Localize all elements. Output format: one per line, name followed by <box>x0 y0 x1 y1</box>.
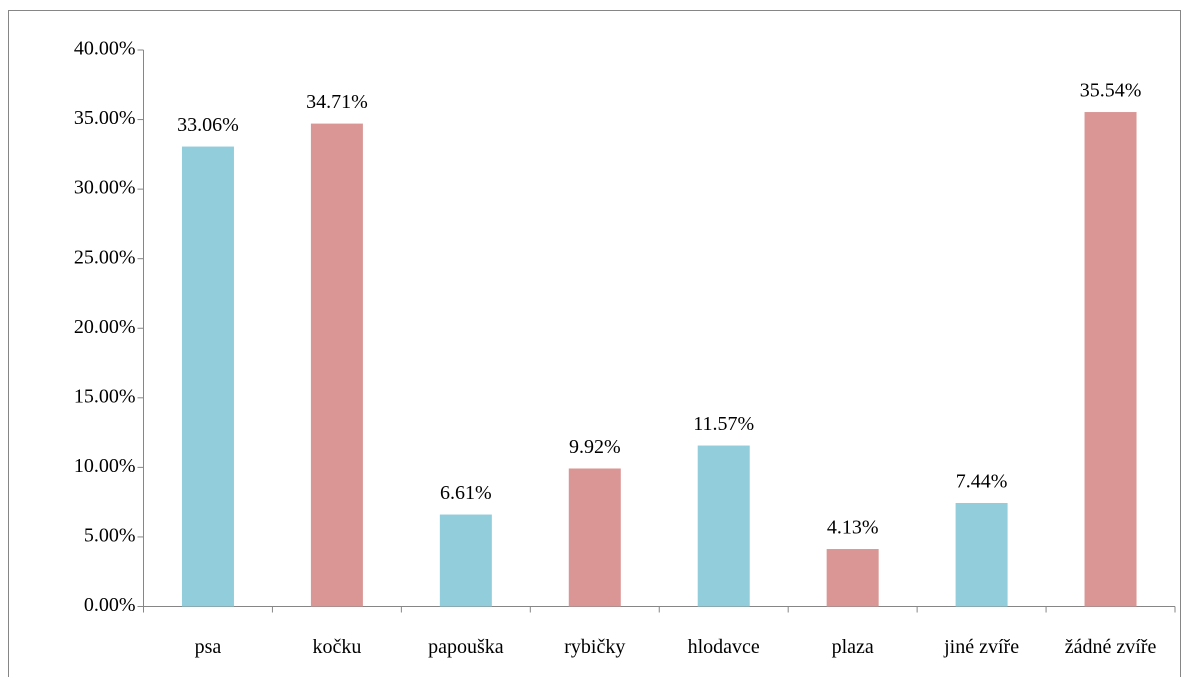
y-tick-label: 10.00% <box>74 455 136 477</box>
bar <box>310 123 363 607</box>
y-tick-label: 40.00% <box>74 38 136 60</box>
data-label: 35.54% <box>1080 80 1142 102</box>
y-tick-label: 0.00% <box>84 594 136 616</box>
y-tick-label: 25.00% <box>74 246 136 268</box>
data-label: 33.06% <box>177 114 239 136</box>
x-tick-label: kočku <box>312 636 361 658</box>
x-tick-label: psa <box>195 636 222 658</box>
y-tick-label: 30.00% <box>74 177 136 199</box>
bar <box>1084 112 1137 607</box>
bar <box>568 468 621 607</box>
data-label: 4.13% <box>827 517 879 539</box>
data-label: 34.71% <box>306 91 368 113</box>
bar <box>181 146 234 607</box>
bar <box>826 549 879 607</box>
bar <box>955 502 1008 607</box>
data-label: 9.92% <box>569 436 621 458</box>
x-tick-label: rybičky <box>564 636 625 658</box>
data-label: 6.61% <box>440 482 492 504</box>
x-tick-label: hlodavce <box>688 636 760 658</box>
x-tick-label: žádné zvíře <box>1065 636 1157 658</box>
bar <box>439 514 492 607</box>
y-tick-label: 5.00% <box>84 525 136 547</box>
data-label: 7.44% <box>956 471 1008 493</box>
x-tick-label: jiné zvíře <box>943 636 1019 658</box>
y-tick-label: 15.00% <box>74 385 136 407</box>
y-tick-label: 20.00% <box>74 316 136 338</box>
x-tick-label: plaza <box>832 636 874 658</box>
y-tick-label: 35.00% <box>74 107 136 129</box>
bar <box>697 445 750 607</box>
x-tick-label: papouška <box>428 636 504 658</box>
chart-border <box>8 10 1181 677</box>
data-label: 11.57% <box>693 413 754 435</box>
